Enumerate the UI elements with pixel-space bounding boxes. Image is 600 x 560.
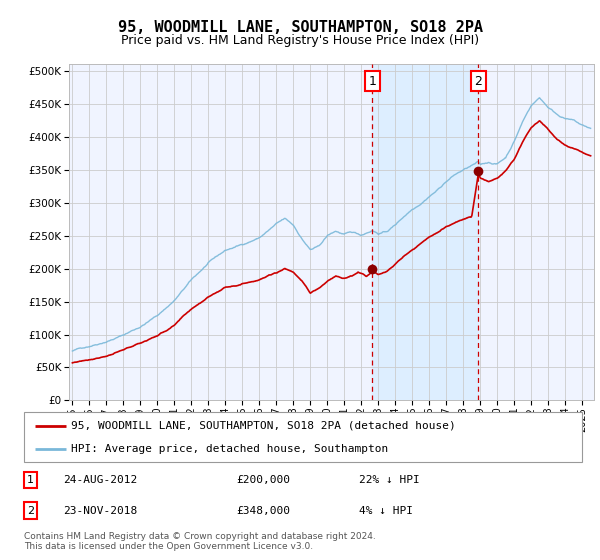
Text: Price paid vs. HM Land Registry's House Price Index (HPI): Price paid vs. HM Land Registry's House … (121, 34, 479, 46)
Text: 24-AUG-2012: 24-AUG-2012 (63, 475, 137, 484)
Text: 1: 1 (27, 475, 34, 484)
Text: 2: 2 (27, 506, 34, 516)
Text: £200,000: £200,000 (236, 475, 290, 484)
Bar (372, 64, 478, 400)
Text: 4% ↓ HPI: 4% ↓ HPI (359, 506, 413, 516)
Text: £348,000: £348,000 (236, 506, 290, 516)
Text: Contains HM Land Registry data © Crown copyright and database right 2024.
This d: Contains HM Land Registry data © Crown c… (24, 532, 376, 552)
Text: 22% ↓ HPI: 22% ↓ HPI (359, 475, 419, 484)
Text: 23-NOV-2018: 23-NOV-2018 (63, 506, 137, 516)
Text: 95, WOODMILL LANE, SOUTHAMPTON, SO18 2PA (detached house): 95, WOODMILL LANE, SOUTHAMPTON, SO18 2PA… (71, 421, 456, 431)
Text: 1: 1 (368, 74, 376, 88)
Text: HPI: Average price, detached house, Southampton: HPI: Average price, detached house, Sout… (71, 445, 389, 454)
FancyBboxPatch shape (24, 412, 582, 462)
Text: 2: 2 (475, 74, 482, 88)
Text: 95, WOODMILL LANE, SOUTHAMPTON, SO18 2PA: 95, WOODMILL LANE, SOUTHAMPTON, SO18 2PA (118, 20, 482, 35)
